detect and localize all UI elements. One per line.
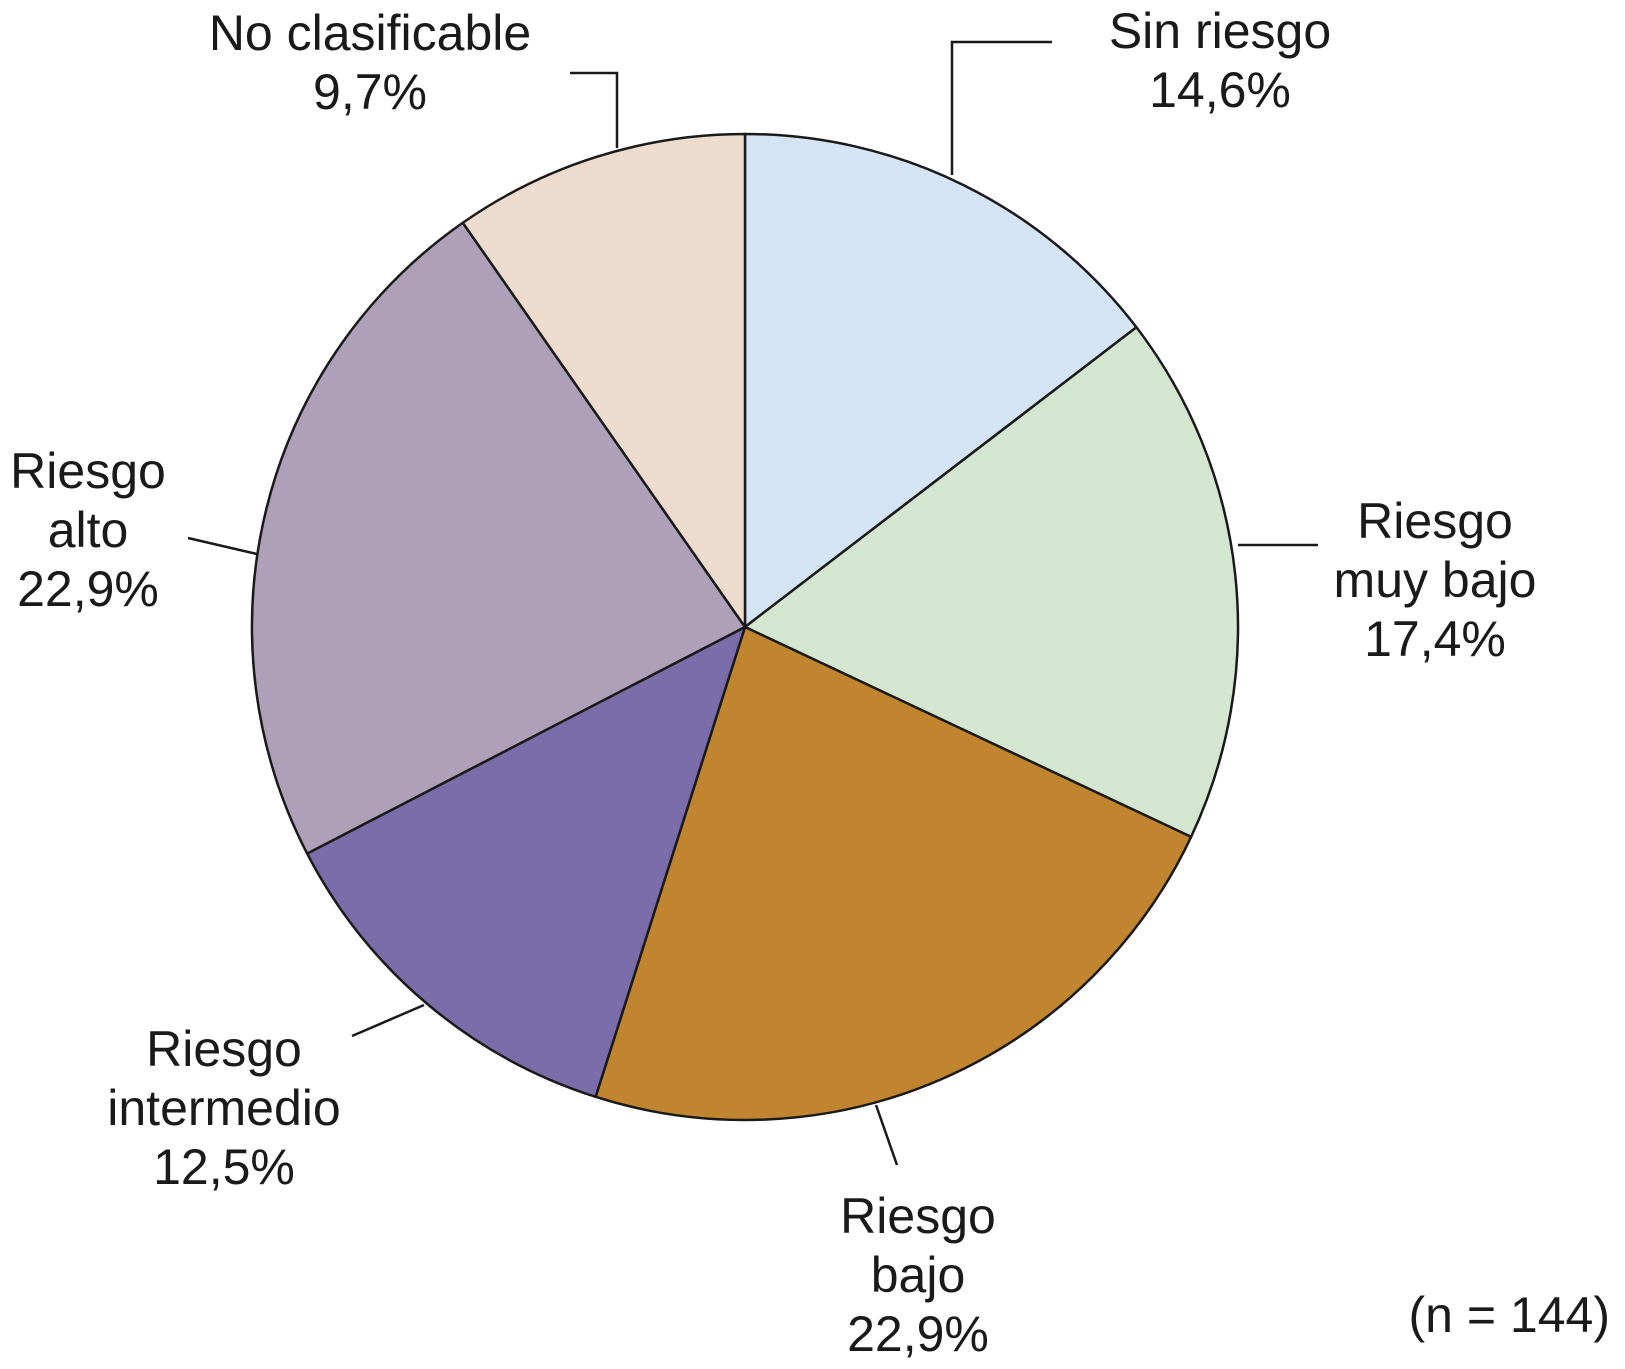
slice-category-label: Riesgo bbox=[1357, 493, 1513, 549]
pie-slice-4 bbox=[305, 625, 747, 1099]
slice-value-label: 22,9% bbox=[17, 561, 159, 617]
pie-slice-1 bbox=[743, 132, 1138, 629]
pie-slice-5 bbox=[250, 221, 747, 855]
slice-label-2: Riesgo muy bajo 17,4% bbox=[1334, 493, 1537, 667]
pie-slice-3 bbox=[594, 625, 1193, 1122]
pie-slices bbox=[250, 132, 1240, 1122]
slice-value-label: 9,7% bbox=[313, 64, 427, 120]
slice-value-label: 12,5% bbox=[153, 1139, 295, 1195]
slice-value-label: 17,4% bbox=[1364, 611, 1506, 667]
slice-value-label: 14,6% bbox=[1149, 62, 1291, 118]
slice-category-label: intermedio bbox=[107, 1080, 340, 1136]
leader-line-1 bbox=[950, 40, 1052, 175]
slice-category-label: Riesgo bbox=[840, 1188, 996, 1244]
leader-line-6 bbox=[570, 71, 619, 148]
leader-line-4 bbox=[351, 1003, 425, 1038]
slice-category-label: Riesgo bbox=[10, 443, 166, 499]
slice-label-3: Riesgo bajo 22,9% bbox=[840, 1188, 996, 1362]
leader-line-3 bbox=[874, 1104, 899, 1166]
sample-size-annotation: (n = 144) bbox=[1408, 1287, 1610, 1343]
slice-category-label: No clasificable bbox=[209, 5, 531, 61]
slice-category-label: Riesgo bbox=[146, 1021, 302, 1077]
slice-category-label: Sin riesgo bbox=[1109, 3, 1331, 59]
slice-label-4: Riesgo intermedio 12,5% bbox=[107, 1021, 340, 1195]
slice-label-1: Sin riesgo 14,6% bbox=[1109, 3, 1331, 118]
pie-slice-2 bbox=[743, 326, 1240, 839]
slice-label-6: No clasificable 9,7% bbox=[209, 5, 531, 120]
slice-label-5: Riesgo alto 22,9% bbox=[10, 443, 166, 617]
slice-category-label: alto bbox=[48, 502, 129, 558]
leader-line-5 bbox=[187, 536, 258, 556]
leader-lines bbox=[187, 40, 1318, 1166]
slice-value-label: 22,9% bbox=[847, 1306, 989, 1362]
pie-slice-6 bbox=[461, 132, 747, 629]
slice-category-label: bajo bbox=[871, 1247, 966, 1303]
slice-category-label: muy bajo bbox=[1334, 552, 1537, 608]
slice-labels: Sin riesgo 14,6%Riesgo muy bajo 17,4%Riesgo… bbox=[10, 3, 1536, 1362]
